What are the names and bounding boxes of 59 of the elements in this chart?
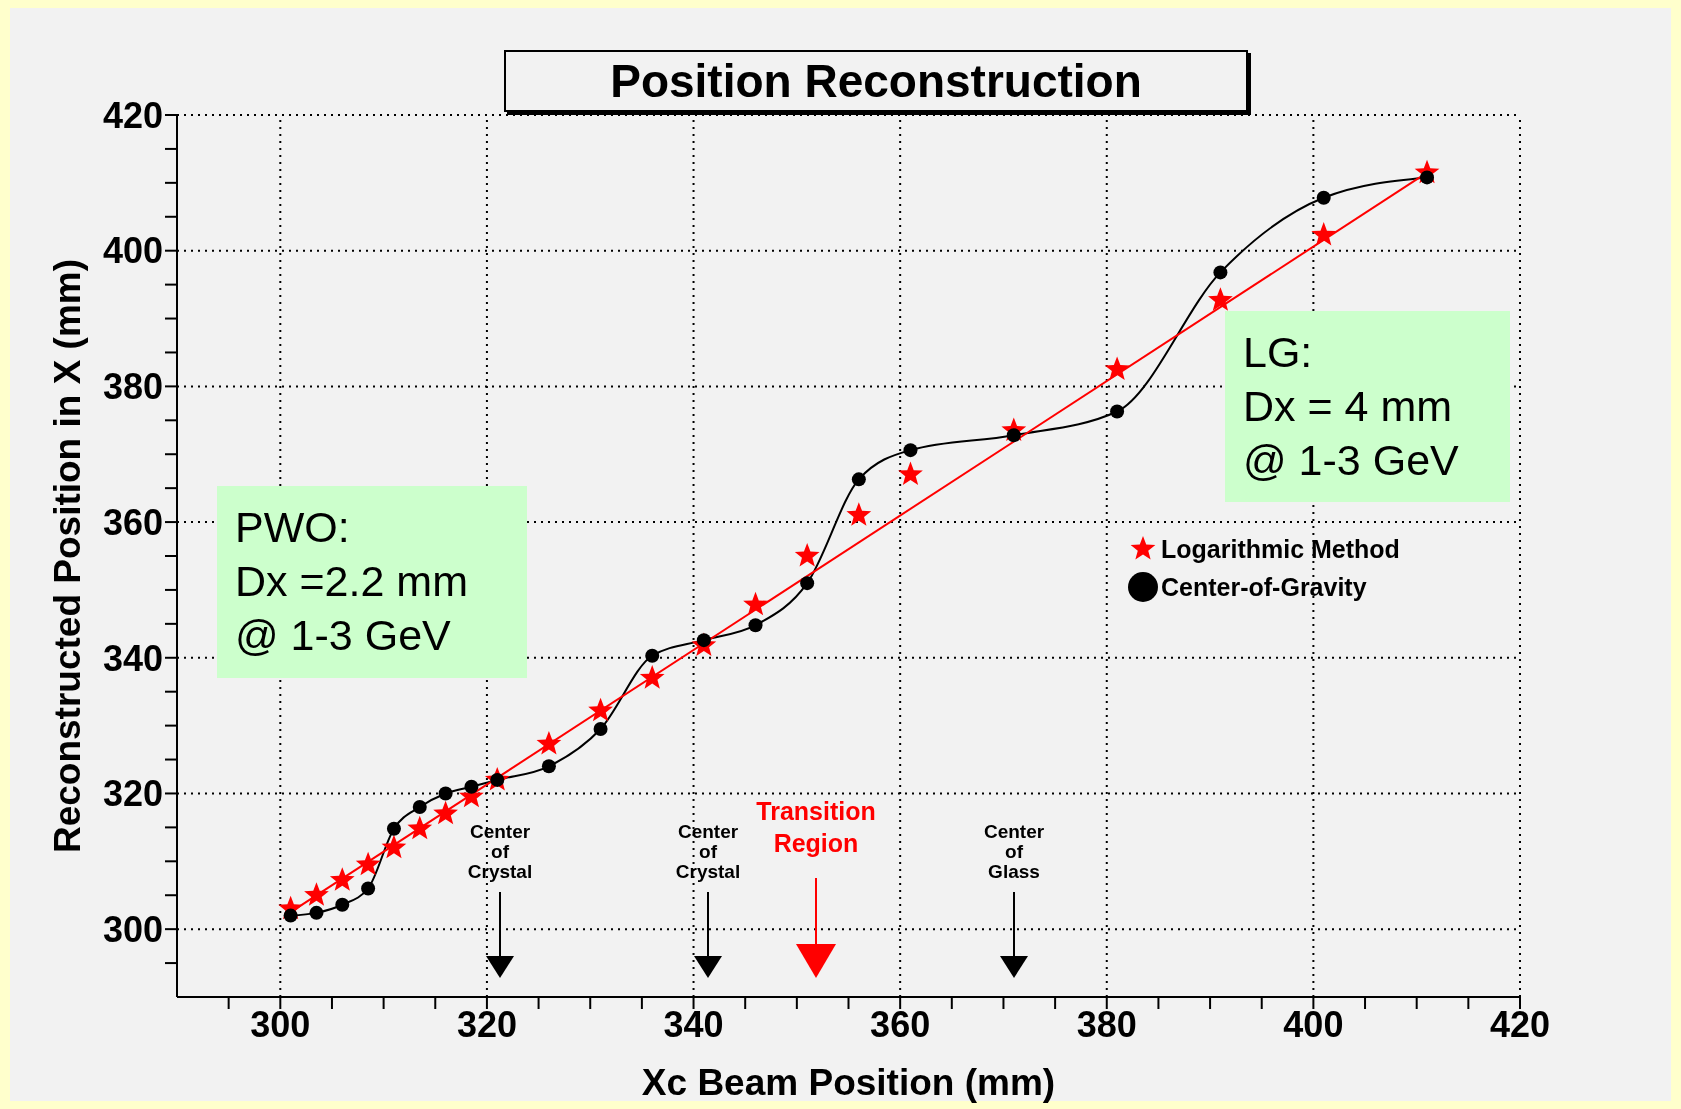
x-tick-label: 300	[250, 1003, 311, 1045]
point	[541, 759, 556, 774]
y-tick-label: 360	[102, 501, 163, 543]
point	[355, 851, 381, 876]
point	[1316, 190, 1331, 205]
point	[593, 722, 608, 737]
point	[304, 882, 329, 906]
legend-label: Center-of-Gravity	[1161, 572, 1367, 602]
chart-title: Position Reconstruction	[504, 50, 1248, 112]
point	[433, 800, 458, 825]
point	[309, 905, 324, 920]
x-tick-label: 340	[663, 1003, 724, 1045]
point	[794, 543, 820, 567]
annotation: LG: Dx = 4 mm @ 1-3 GeV	[1225, 311, 1510, 502]
y-tick-label: 400	[102, 230, 163, 272]
point	[588, 697, 613, 722]
annotation: Center of Crystal	[467, 821, 533, 882]
point	[536, 730, 562, 755]
point	[361, 881, 376, 896]
point	[438, 786, 453, 801]
x-tick-label: 400	[1283, 1003, 1344, 1045]
point	[903, 443, 918, 458]
point	[1104, 356, 1130, 380]
y-tick-label: 320	[102, 773, 163, 815]
point	[748, 618, 763, 633]
point	[800, 576, 815, 591]
x-tick-label: 320	[456, 1003, 517, 1045]
point	[1311, 222, 1337, 246]
point	[743, 591, 768, 616]
point	[846, 502, 872, 526]
x-tick-label: 420	[1489, 1003, 1551, 1045]
point	[639, 665, 665, 689]
y-axis-title: Reconstructed Position in X (mm)	[47, 258, 89, 854]
point	[381, 834, 407, 859]
point	[412, 800, 427, 815]
x-tick-label: 360	[870, 1003, 931, 1045]
y-tick-label: 420	[102, 94, 163, 136]
annotation: Center of Glass	[983, 821, 1045, 882]
annotation: PWO: Dx =2.2 mm @ 1-3 GeV	[217, 486, 527, 678]
legend-label: Logarithmic Method	[1161, 534, 1400, 564]
point	[851, 472, 866, 487]
y-tick-label: 300	[102, 908, 163, 950]
point	[335, 897, 350, 912]
point	[464, 779, 479, 794]
x-axis-title: Xc Beam Position (mm)	[641, 1062, 1056, 1103]
point	[645, 648, 660, 663]
point	[329, 867, 355, 891]
point	[898, 461, 923, 486]
point	[1208, 287, 1233, 311]
annotation: Transition Region	[756, 797, 876, 857]
point	[1110, 404, 1125, 419]
x-tick-label: 380	[1076, 1003, 1137, 1045]
point	[1213, 265, 1228, 280]
point	[407, 815, 433, 840]
annotation: Center of Crystal	[675, 821, 741, 882]
y-tick-label: 340	[102, 637, 163, 679]
point	[283, 908, 298, 923]
point	[386, 821, 401, 836]
y-tick-label: 380	[102, 366, 163, 408]
